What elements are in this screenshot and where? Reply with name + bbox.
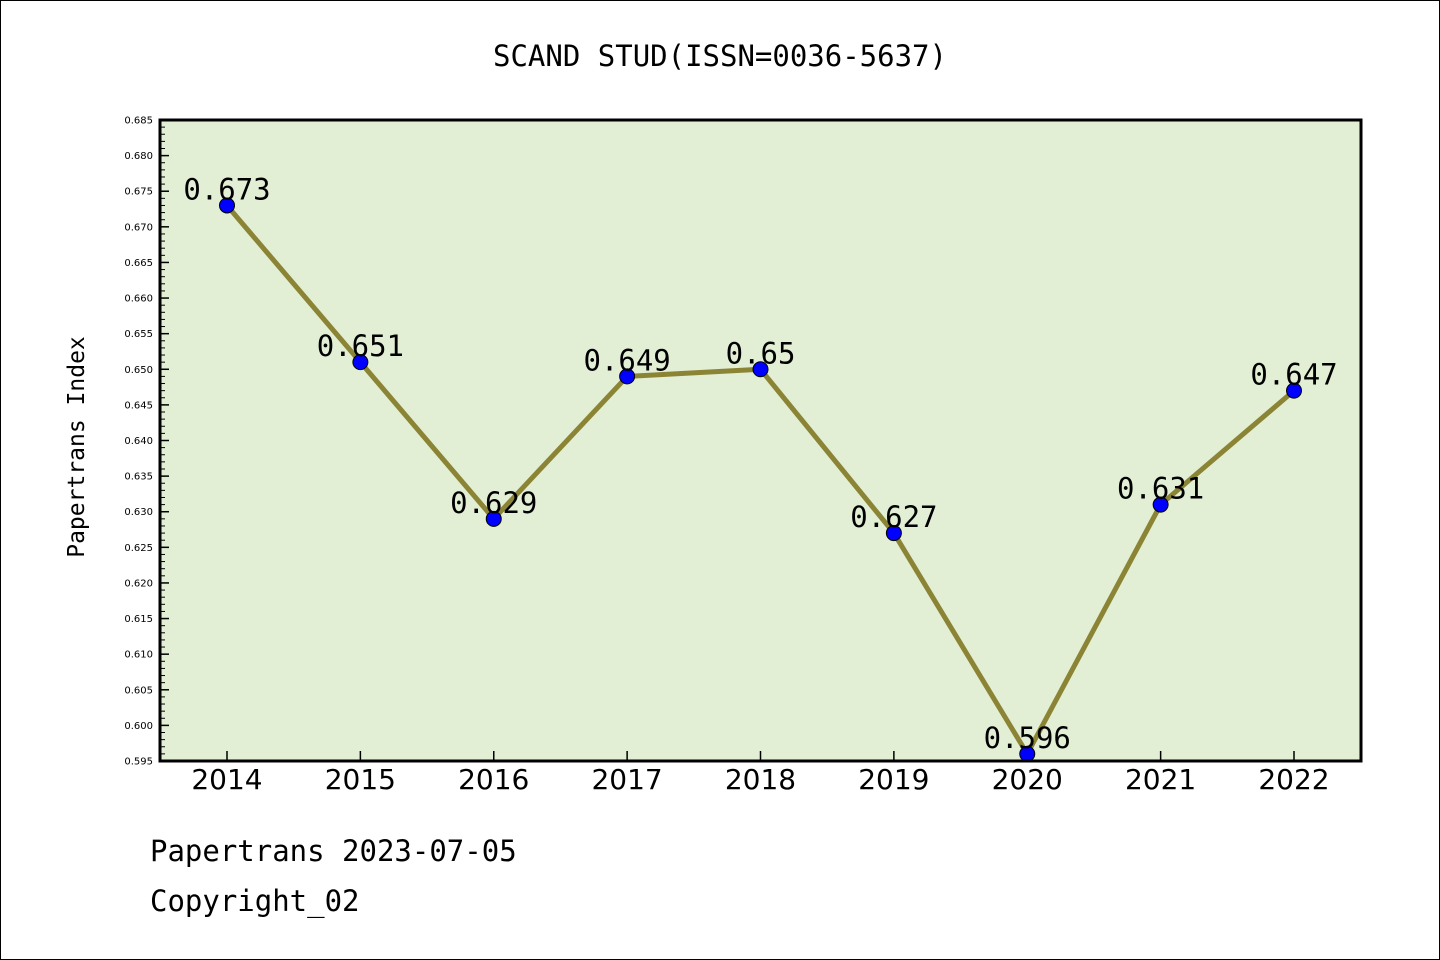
data-point: [219, 197, 235, 214]
y-tick-label: 0.630: [124, 507, 153, 518]
y-tick-label: 0.680: [124, 151, 153, 162]
data-point: [1152, 496, 1169, 513]
data-label: 0.65: [726, 336, 796, 370]
data-point: [885, 525, 902, 542]
data-point: [1286, 382, 1302, 399]
data-label: 0.596: [984, 721, 1071, 755]
data-labels: 0.673 0.651 0.629 0.649 0.65 0.627 0.596 0.631 0…: [183, 172, 1337, 754]
data-point: [619, 368, 636, 385]
x-tick-label: 2015: [325, 763, 396, 796]
source-date-text: Papertrans 2023-07-05: [150, 834, 517, 868]
y-axis-label: Papertrans Index: [64, 336, 90, 558]
y-tick-label: 0.610: [124, 650, 153, 661]
y-tick-label: 0.635: [124, 472, 153, 483]
y-tick-label: 0.650: [124, 365, 153, 376]
x-tick-label: 2014: [191, 763, 262, 796]
y-tick-label: 0.595: [124, 757, 153, 768]
y-tick-label: 0.615: [124, 614, 153, 625]
data-point: [352, 354, 369, 371]
y-tick-label: 0.640: [124, 436, 153, 447]
x-tick-label: 2022: [1258, 763, 1329, 796]
data-point: [752, 361, 769, 378]
y-tick-label: 0.655: [124, 329, 153, 340]
plot-border: [158, 118, 1363, 763]
copyright-text: Copyright_02: [150, 884, 360, 918]
x-tick-label: 2018: [725, 763, 796, 796]
y-tick-label: 0.625: [124, 543, 153, 554]
data-label: 0.649: [583, 343, 670, 377]
chart-title: SCAND STUD(ISSN=0036-5637): [493, 39, 947, 73]
y-tick-label: 0.605: [124, 685, 153, 696]
data-label: 0.627: [850, 500, 937, 534]
x-axis: 2014 2015 2016 2017 2018 2019 2020 2021 2022: [191, 751, 1330, 796]
x-tick-label: 2016: [458, 763, 529, 796]
x-tick-label: 2020: [992, 763, 1063, 796]
y-tick-label: 0.685: [124, 116, 153, 127]
data-point: [485, 510, 502, 527]
y-tick-label: 0.665: [124, 258, 153, 269]
data-label: 0.673: [183, 172, 270, 206]
x-tick-label: 2017: [591, 763, 662, 796]
data-points: [219, 197, 1302, 762]
x-tick-label: 2021: [1125, 763, 1196, 796]
y-tick-label: 0.620: [124, 578, 153, 589]
data-label: 0.651: [317, 329, 404, 363]
x-tick-label: 2019: [858, 763, 929, 796]
plot-area: [160, 120, 1361, 761]
y-tick-label: 0.670: [124, 222, 153, 233]
data-label: 0.629: [450, 486, 537, 520]
y-tick-label: 0.660: [124, 294, 153, 305]
y-tick-label: 0.675: [124, 187, 153, 198]
y-tick-label: 0.600: [124, 721, 153, 732]
y-tick-label: 0.645: [124, 400, 153, 411]
data-label: 0.631: [1117, 472, 1204, 506]
data-label: 0.647: [1250, 358, 1337, 392]
